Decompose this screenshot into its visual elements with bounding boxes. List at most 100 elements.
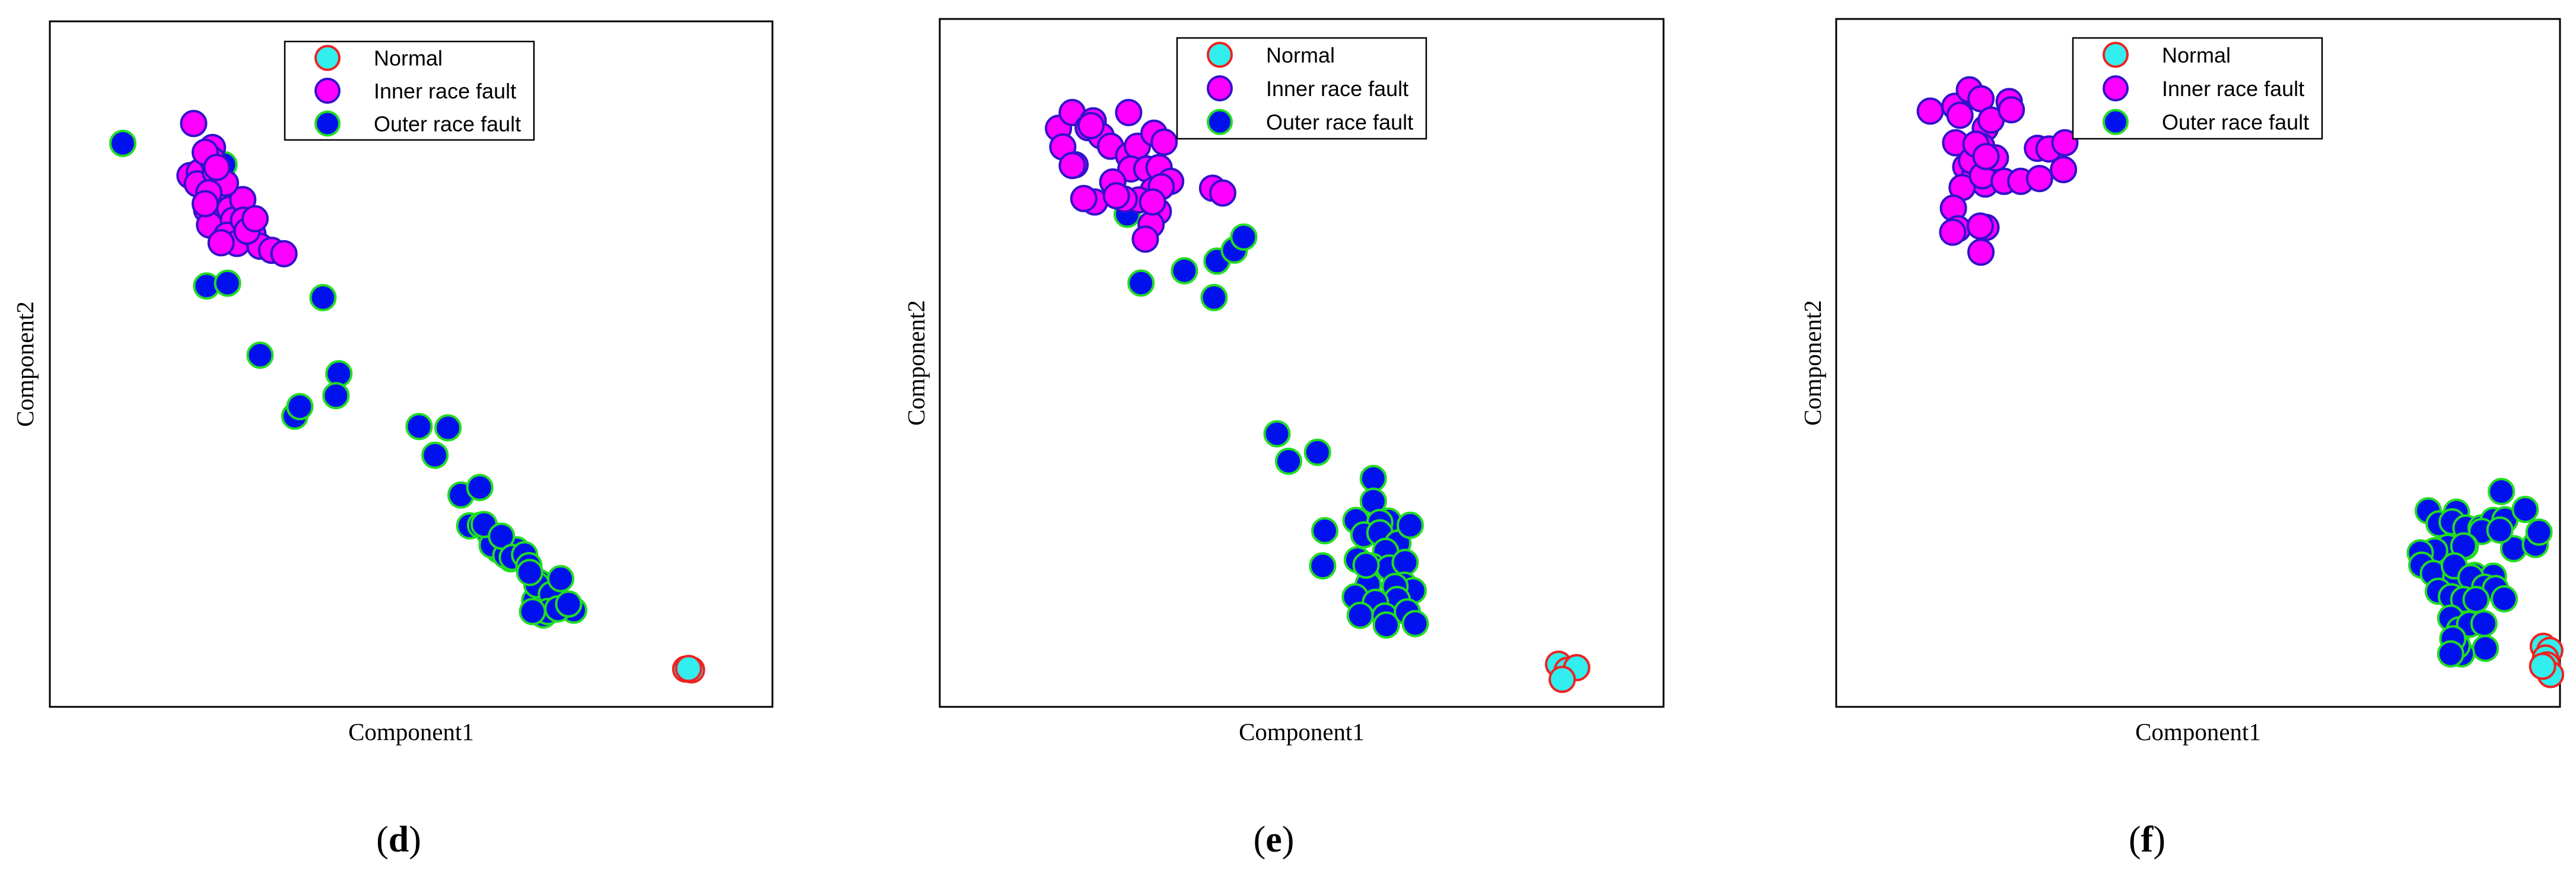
scatter-point xyxy=(2462,586,2490,613)
series-inner xyxy=(176,110,298,267)
scatter-point xyxy=(241,205,269,232)
legend: Normal Inner race fault Outer race fault xyxy=(284,40,535,141)
scatter-point xyxy=(309,283,337,311)
legend-marker-inner xyxy=(1207,75,1233,101)
scatter-point xyxy=(1391,549,1419,576)
scatter-point xyxy=(1102,182,1130,210)
panel-label: (d) xyxy=(376,820,421,860)
scatter-point xyxy=(2491,585,2518,613)
legend-marker-outer xyxy=(2103,109,2129,135)
scatter-point xyxy=(1303,438,1331,466)
legend-label: Normal xyxy=(1266,43,1335,67)
scatter-point xyxy=(246,342,274,369)
scatter-point xyxy=(2511,496,2539,524)
legend-label: Inner race fault xyxy=(2162,76,2304,101)
scatter-point xyxy=(1309,552,1337,580)
scatter-point xyxy=(286,393,314,420)
scatter-point xyxy=(2525,518,2553,546)
series-outer xyxy=(109,129,587,629)
scatter-point xyxy=(555,590,583,618)
legend-marker-inner xyxy=(314,78,341,104)
scatter-point xyxy=(1401,610,1429,637)
scatter-point xyxy=(466,474,494,502)
scatter-panel-2: Normal Inner race fault Outer race fault Co… xyxy=(902,18,1665,860)
series-normal xyxy=(672,655,705,684)
scatter-point xyxy=(214,269,241,297)
legend-marker-outer xyxy=(314,110,341,137)
legend-label: Inner race fault xyxy=(1266,76,1408,101)
scatter-point xyxy=(1916,97,1944,125)
scatter-panel-3: Normal Inner race fault Outer race fault Co… xyxy=(1799,18,2565,860)
scatter-point xyxy=(207,229,235,257)
scatter-point xyxy=(547,565,575,592)
scatter-point xyxy=(2472,635,2499,662)
scatter-point xyxy=(1946,101,1974,129)
scatter-point xyxy=(1058,152,1086,180)
x-axis-label: Component1 xyxy=(2135,718,2261,745)
scatter-point xyxy=(1939,218,1967,246)
scatter-point xyxy=(1359,464,1387,492)
scatter-point xyxy=(1352,551,1380,579)
y-axis-label: Component2 xyxy=(1799,300,1826,426)
scatter-point xyxy=(1127,269,1155,297)
scatter-point xyxy=(1138,188,1166,216)
series-inner xyxy=(1916,76,2079,266)
legend-marker-inner xyxy=(2103,75,2129,101)
legend-label: Outer race fault xyxy=(1266,110,1413,135)
scatter-point xyxy=(1311,517,1338,544)
scatter-point xyxy=(2488,477,2515,505)
legend-label: Inner race fault xyxy=(374,79,516,103)
scatter-point xyxy=(1131,225,1159,253)
scatter-point xyxy=(322,382,350,410)
scatter-point xyxy=(421,441,449,469)
scatter-panel-1: Normal Inner race fault Outer race fault Co… xyxy=(11,20,774,860)
legend-marker-normal xyxy=(2103,42,2129,68)
scatter-point xyxy=(1275,447,1302,475)
scatter-point xyxy=(1077,111,1105,139)
scatter-point xyxy=(180,110,208,138)
series-outer xyxy=(1114,200,1429,639)
legend: Normal Inner race fault Outer race fault xyxy=(2072,37,2323,140)
scatter-point xyxy=(434,414,462,442)
scatter-point xyxy=(1115,98,1143,126)
series-inner xyxy=(1045,98,1236,253)
scatter-point xyxy=(405,413,433,441)
scatter-point xyxy=(516,559,543,586)
scatter-point xyxy=(1372,611,1400,639)
y-axis-label: Component2 xyxy=(902,300,930,426)
scatter-point xyxy=(1972,143,2000,170)
scatter-point xyxy=(1171,257,1198,285)
y-axis-label: Component2 xyxy=(11,301,39,427)
legend: Normal Inner race fault Outer race fault xyxy=(1176,37,1427,140)
series-outer xyxy=(2406,477,2553,668)
x-axis-label: Component1 xyxy=(348,718,474,745)
scatter-point xyxy=(1548,665,1576,693)
series-normal xyxy=(1545,651,1591,693)
scatter-point xyxy=(1998,96,2025,124)
legend-label: Normal xyxy=(2162,43,2231,67)
legend-label: Outer race fault xyxy=(2162,110,2309,135)
scatter-point xyxy=(1230,223,1258,251)
scatter-point xyxy=(1397,511,1424,539)
scatter-point xyxy=(488,522,516,550)
series-normal xyxy=(2529,632,2565,688)
scatter-point xyxy=(1346,601,1374,629)
scatter-point xyxy=(2051,129,2079,157)
legend-marker-outer xyxy=(1207,109,1233,135)
panel-label: (e) xyxy=(1254,820,1295,860)
scatter-point xyxy=(203,154,231,181)
scatter-point xyxy=(2470,610,2498,637)
scatter-point xyxy=(2050,156,2078,183)
scatter-point xyxy=(2025,165,2053,193)
x-axis-label: Component1 xyxy=(1239,718,1365,745)
scatter-point xyxy=(1200,283,1228,311)
scatter-point xyxy=(1263,420,1291,448)
legend-label: Normal xyxy=(374,46,443,71)
scatter-point xyxy=(2437,640,2464,668)
scatter-point xyxy=(1967,238,1995,266)
legend-marker-normal xyxy=(1207,42,1233,68)
scatter-point xyxy=(519,598,546,626)
scatter-point xyxy=(1070,184,1098,212)
scatter-point xyxy=(191,190,219,218)
